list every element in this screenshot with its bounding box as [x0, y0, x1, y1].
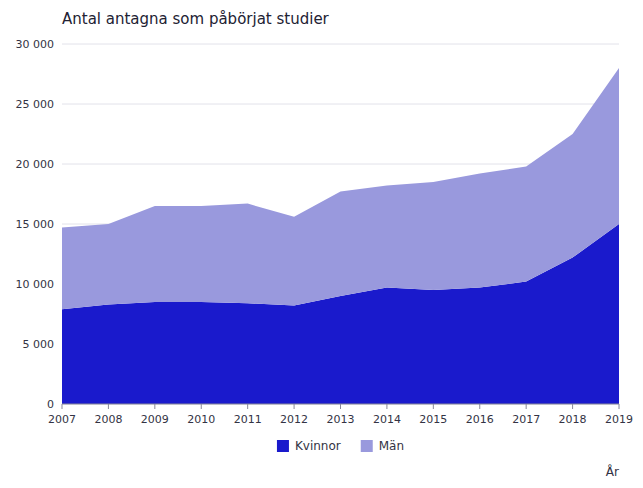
- y-tick-label: 15 000: [16, 218, 55, 231]
- chart-svg: Antal antagna som påbörjat studier 0 5 000…: [0, 0, 643, 488]
- x-tick: [201, 404, 202, 409]
- x-tick: [247, 404, 248, 409]
- y-tick-label: 10 000: [16, 278, 55, 291]
- x-tick-label: 2015: [419, 413, 447, 426]
- legend-label: Kvinnor: [295, 439, 341, 453]
- title: Antal antagna som påbörjat studier: [62, 10, 330, 28]
- x-tick-label: 2016: [466, 413, 494, 426]
- x-tick-label: 2010: [187, 413, 215, 426]
- y-tick-label: 25 000: [16, 98, 55, 111]
- x-tick-label: 2008: [94, 413, 122, 426]
- legend-swatch: [361, 440, 373, 452]
- x-tick-label: 2007: [48, 413, 76, 426]
- legend-label: Män: [379, 439, 404, 453]
- x-tick: [108, 404, 109, 409]
- y-tick-label: 5 000: [23, 338, 55, 351]
- x-tick-label: 2012: [280, 413, 308, 426]
- areas: [62, 68, 619, 404]
- x-tick-label: 2009: [141, 413, 169, 426]
- x-tick: [340, 404, 341, 409]
- x-tick-label: 2019: [605, 413, 633, 426]
- grid-line: [62, 44, 619, 45]
- legend: Kvinnor Män: [277, 439, 404, 453]
- x-tick-label: 2017: [512, 413, 540, 426]
- x-tick: [526, 404, 527, 409]
- x-tick: [294, 404, 295, 409]
- y-tick-label: 0: [47, 398, 54, 411]
- x-axis-label: År: [606, 464, 619, 479]
- x-tick-label: 2018: [559, 413, 587, 426]
- x-tick: [433, 404, 434, 409]
- legend-swatch: [277, 440, 289, 452]
- y-grid: [62, 44, 619, 404]
- x-tick: [619, 404, 620, 409]
- chart-container: Antal antagna som påbörjat studier 0 5 000…: [0, 0, 643, 488]
- x-tick: [572, 404, 573, 409]
- x-tick: [62, 404, 63, 409]
- grid-line: [62, 104, 619, 105]
- y-tick-label: 30 000: [16, 38, 55, 51]
- x-tick-label: 2014: [373, 413, 401, 426]
- area-series: [62, 68, 619, 309]
- legend-item: Kvinnor: [277, 439, 341, 453]
- x-tick-label: 2011: [234, 413, 262, 426]
- x-tick-label: 2013: [327, 413, 355, 426]
- x-tick: [386, 404, 387, 409]
- x-tick: [479, 404, 480, 409]
- legend-item: Män: [361, 439, 404, 453]
- x-tick: [154, 404, 155, 409]
- y-tick-label: 20 000: [16, 158, 55, 171]
